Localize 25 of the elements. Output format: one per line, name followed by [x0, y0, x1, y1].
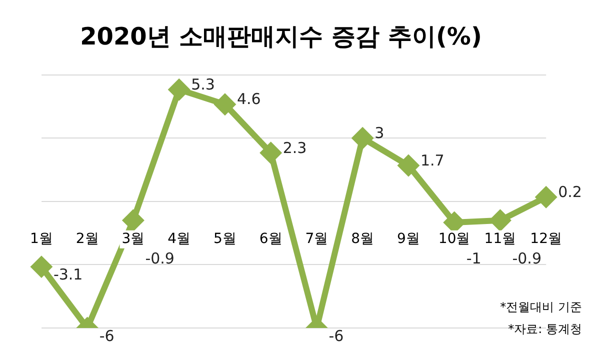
data-label: 5.3	[191, 75, 215, 94]
data-label: 1.7	[420, 151, 444, 170]
point	[31, 256, 52, 277]
annotation: *자료: 통계청	[507, 321, 582, 338]
data-label: -6	[99, 326, 114, 344]
point	[444, 212, 464, 232]
data-label: -1	[466, 249, 482, 268]
chart-title: 2020년 소매판매지수 증감 추이(%)	[80, 22, 482, 51]
data-label: 3	[374, 124, 384, 142]
data-label: 2.3	[282, 138, 307, 157]
data-label: 0.2	[558, 183, 582, 202]
data-label: -6	[328, 326, 344, 344]
data-label: 4.6	[236, 90, 261, 108]
point	[536, 187, 556, 208]
point	[123, 210, 144, 230]
point	[398, 156, 418, 176]
annotation: *전월대비 기준	[500, 299, 582, 316]
data-label: -0.9	[145, 249, 174, 268]
point	[490, 210, 510, 230]
data-label: -0.9	[512, 249, 542, 268]
point	[214, 94, 235, 114]
data-label: -3.1	[53, 266, 83, 284]
point	[169, 80, 190, 100]
point	[352, 128, 373, 148]
point	[260, 142, 281, 163]
